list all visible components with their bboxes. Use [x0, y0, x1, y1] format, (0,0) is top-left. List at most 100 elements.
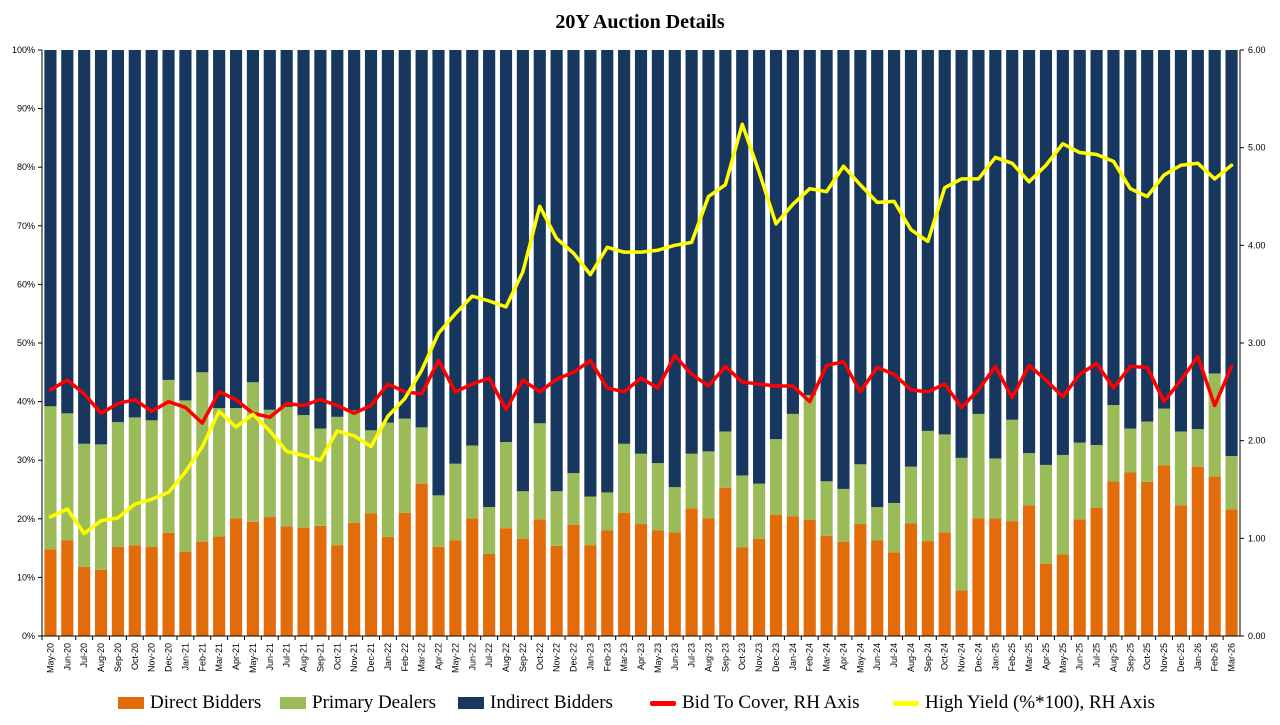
bar-indirect-bidders-mar-24 [820, 50, 833, 482]
bar-primary-dealers-apr-22 [432, 495, 445, 547]
bar-indirect-bidders-aug-20 [94, 50, 108, 445]
x-tick-label: Jan-25 [990, 643, 1000, 671]
bar-primary-dealers-dec-24 [972, 413, 985, 519]
bar-primary-dealers-may-24 [854, 464, 867, 525]
x-tick-label: Nov-25 [1159, 643, 1169, 672]
x-tick-label: Nov-21 [349, 643, 359, 672]
bar-direct-bidders-may-24 [854, 524, 867, 636]
left-axis: 0% 10% 20% 30% 40% 50% 60% 70% 80% 90% 100% [12, 45, 43, 641]
legend-item-high-yield: High Yield (%*100), RH Axis [893, 690, 1155, 716]
bar-direct-bidders-nov-22 [550, 545, 563, 636]
bar-primary-dealers-nov-24 [955, 457, 968, 591]
bar-primary-dealers-jun-25 [1073, 442, 1086, 520]
left-tick-label: 60% [17, 279, 35, 289]
x-tick-label: Oct-20 [130, 643, 140, 670]
bar-primary-dealers-mar-24 [820, 481, 833, 536]
bar-primary-dealers-oct-23 [736, 475, 749, 548]
bar-primary-dealers-jan-26 [1191, 429, 1204, 467]
x-tick-label: Jan-21 [180, 643, 190, 671]
x-tick-label: Sep-22 [518, 643, 528, 672]
x-tick-label: Jun-23 [670, 643, 680, 671]
bar-direct-bidders-may-23 [651, 530, 664, 636]
bar-indirect-bidders-apr-22 [432, 50, 445, 496]
bar-primary-dealers-jan-22 [381, 422, 394, 537]
x-axis: May-20 Jun-20 Jul-20 Aug-20 Sep-20 Oct-20 Nov-… [41, 635, 1240, 673]
legend-label-indirect-bidders: Indirect Bidders [490, 692, 613, 713]
bar-direct-bidders-jun-20 [61, 540, 74, 636]
bar-primary-dealers-oct-25 [1141, 421, 1154, 482]
bar-direct-bidders-mar-24 [820, 535, 833, 636]
bar-primary-dealers-jan-21 [179, 400, 192, 552]
bar-direct-bidders-dec-22 [567, 524, 580, 636]
bar-direct-bidders-nov-24 [955, 590, 968, 636]
x-tick-label: Apr-21 [231, 643, 241, 670]
bar-direct-bidders-sep-24 [921, 541, 934, 636]
bar-primary-dealers-mar-25 [1023, 453, 1036, 506]
bar-indirect-bidders-may-21 [246, 50, 259, 383]
legend-item-direct-bidders: Direct Bidders [118, 690, 261, 716]
left-tick-label: 100% [12, 45, 35, 55]
bar-primary-dealers-may-22 [449, 463, 462, 541]
bar-indirect-bidders-feb-24 [803, 50, 816, 396]
bar-direct-bidders-feb-22 [398, 512, 411, 636]
legend-swatch-direct-bidders [118, 697, 144, 709]
x-tick-label: Sep-25 [1125, 643, 1135, 672]
bar-primary-dealers-aug-24 [904, 466, 918, 524]
x-tick-label: Nov-24 [957, 643, 967, 672]
x-tick-label: Jun-21 [265, 643, 275, 671]
bar-primary-dealers-aug-20 [94, 444, 108, 570]
x-tick-label: Jul-21 [282, 643, 292, 668]
bar-indirect-bidders-feb-21 [196, 50, 209, 373]
bar-indirect-bidders-may-23 [651, 50, 664, 464]
x-tick-label: Sep-23 [720, 643, 730, 672]
bar-direct-bidders-apr-24 [837, 541, 850, 636]
bar-indirect-bidders-nov-23 [753, 50, 766, 484]
x-tick-label: Jun-20 [62, 643, 72, 671]
bar-primary-dealers-jan-24 [786, 413, 799, 517]
bar-indirect-bidders-jan-26 [1191, 50, 1204, 430]
bar-direct-bidders-may-21 [246, 521, 259, 636]
bar-layer [44, 50, 1238, 636]
right-tick-label: 2.00 [1248, 436, 1266, 446]
x-tick-label: Feb-22 [400, 643, 410, 672]
x-tick-label: Apr-25 [1041, 643, 1051, 670]
bar-indirect-bidders-nov-24 [955, 50, 968, 458]
bar-primary-dealers-apr-25 [1039, 464, 1053, 564]
legend-item-indirect-bidders: Indirect Bidders [458, 690, 613, 716]
bar-direct-bidders-nov-21 [348, 522, 361, 636]
right-tick-label: 4.00 [1248, 240, 1266, 250]
x-tick-label: Oct-25 [1142, 643, 1152, 670]
x-tick-label: Nov-22 [552, 643, 562, 672]
bar-indirect-bidders-jul-22 [483, 50, 496, 508]
bar-primary-dealers-jul-21 [280, 406, 293, 527]
x-tick-label: Dec-25 [1176, 643, 1186, 672]
bar-indirect-bidders-feb-22 [398, 50, 411, 419]
left-tick-label: 50% [17, 338, 35, 348]
bar-direct-bidders-mar-22 [415, 483, 428, 636]
bar-indirect-bidders-oct-24 [938, 50, 951, 435]
bar-primary-dealers-jan-23 [584, 496, 597, 546]
bar-primary-dealers-mar-21 [213, 408, 226, 537]
bar-primary-dealers-sep-25 [1124, 428, 1137, 473]
bar-indirect-bidders-jan-25 [989, 50, 1002, 459]
bar-direct-bidders-oct-23 [736, 547, 749, 636]
bar-indirect-bidders-feb-23 [601, 50, 614, 493]
bar-primary-dealers-jun-23 [668, 487, 681, 533]
bar-direct-bidders-oct-21 [331, 545, 344, 636]
bar-direct-bidders-nov-23 [753, 538, 766, 636]
x-tick-label: Dec-20 [164, 643, 174, 672]
x-tick-label: Jul-20 [79, 643, 89, 668]
bar-indirect-bidders-mar-26 [1225, 50, 1238, 457]
bar-primary-dealers-may-21 [246, 382, 259, 522]
bar-primary-dealers-sep-21 [314, 428, 327, 526]
right-tick-label: 1.00 [1248, 533, 1266, 543]
x-tick-label: Apr-23 [636, 643, 646, 670]
left-tick-label: 30% [17, 455, 35, 465]
bar-indirect-bidders-jul-23 [685, 50, 698, 454]
right-tick-label: 6.00 [1248, 45, 1266, 55]
bar-primary-dealers-sep-23 [719, 431, 732, 488]
bar-indirect-bidders-aug-22 [499, 50, 513, 443]
bar-primary-dealers-jul-20 [78, 443, 91, 567]
bar-direct-bidders-dec-21 [364, 513, 378, 636]
